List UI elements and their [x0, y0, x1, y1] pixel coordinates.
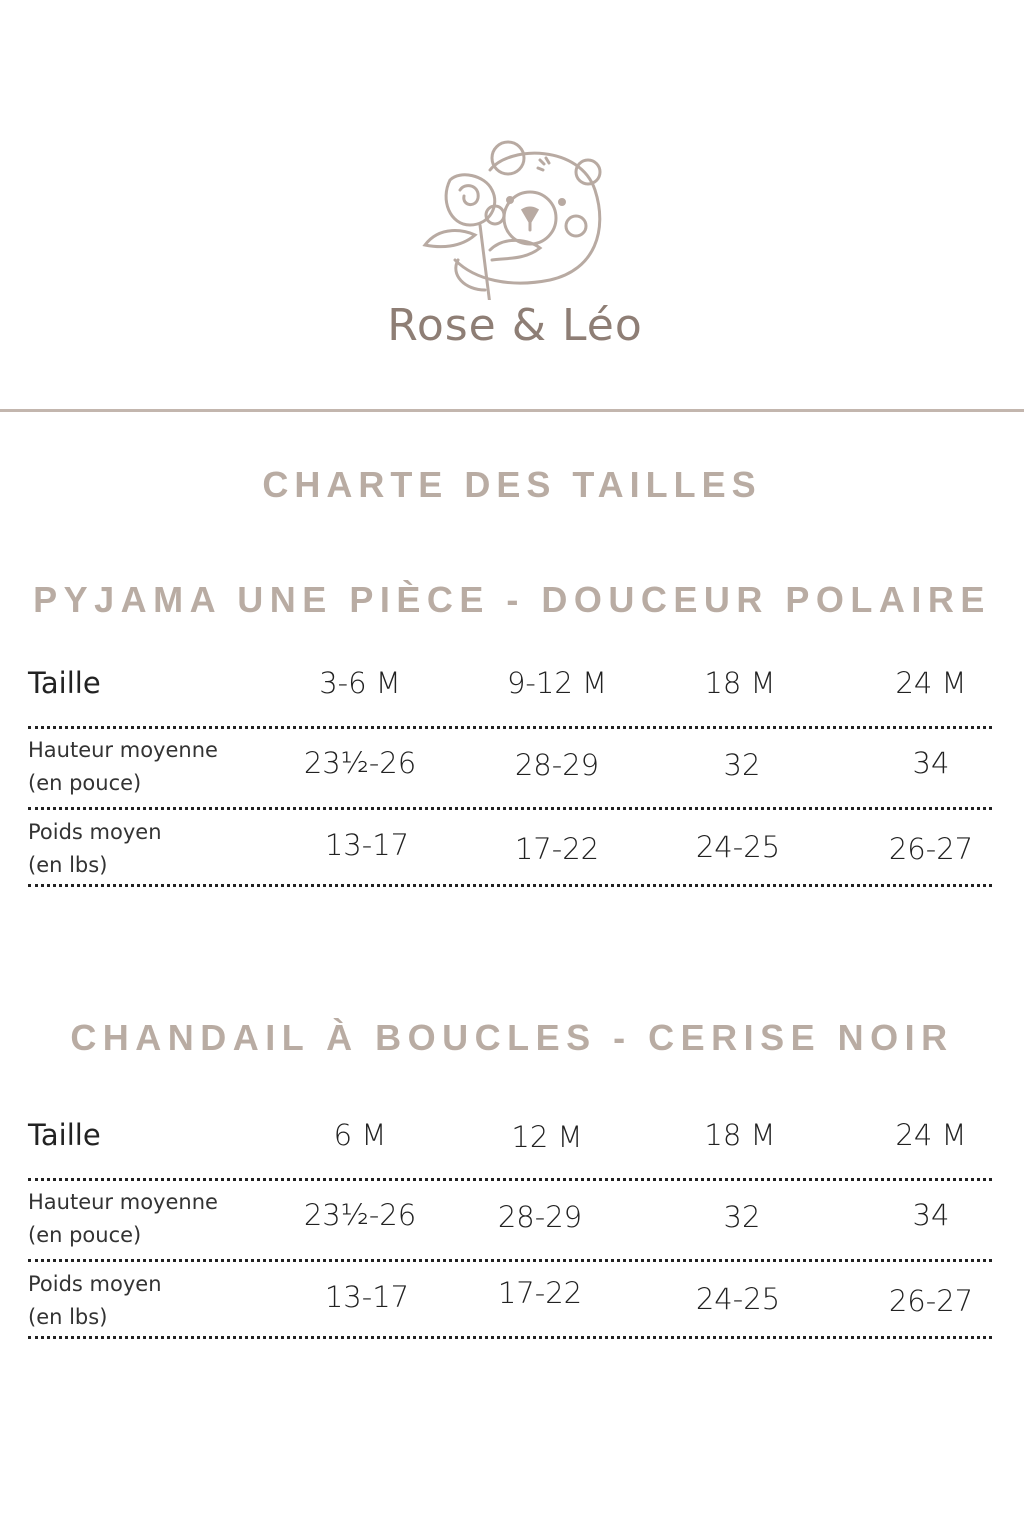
size-header: 3-6 M: [319, 666, 401, 700]
cell: 34: [912, 746, 950, 780]
cell: 17-22: [514, 832, 600, 866]
section-title: PYJAMA UNE PIÈCE - DOUCEUR POLAIRE: [33, 579, 991, 620]
row-divider: [28, 726, 992, 729]
page-title: CHARTE DES TAILLES: [262, 464, 762, 505]
cell: 23½-26: [303, 1198, 417, 1232]
row-label: Hauteur moyenne (en pouce): [28, 1190, 218, 1247]
row-label: Hauteur moyenne (en pouce): [28, 738, 218, 795]
size-header: 24 M: [895, 666, 967, 700]
row-divider: [28, 807, 992, 810]
cell: 28-29: [514, 748, 600, 782]
brand-name: Rose & Léo: [387, 300, 643, 351]
row-divider: [28, 1259, 992, 1262]
size-table: Taille 6 M 12 M 18 M 24 M Hauteur moyenn…: [0, 1112, 1024, 1352]
divider: [0, 409, 1024, 412]
section-title: CHANDAIL À BOUCLES - CERISE NOIR: [70, 1017, 954, 1058]
size-header: 18 M: [704, 1118, 776, 1152]
row-divider: [28, 1178, 992, 1181]
cell: 26-27: [888, 832, 974, 866]
cell: 26-27: [888, 1284, 974, 1318]
header-label: Taille: [28, 666, 101, 700]
size-header: 24 M: [895, 1118, 967, 1152]
row-label: Poids moyen (en lbs): [28, 1272, 162, 1329]
size-table: Taille 3-6 M 9-12 M 18 M 24 M Hauteur mo…: [0, 660, 1024, 900]
brand-logo: Rose & Léo: [380, 130, 650, 370]
cell: 32: [723, 1200, 761, 1234]
cell: 23½-26: [303, 746, 417, 780]
cell: 13-17: [324, 1280, 410, 1314]
cell: 24-25: [695, 830, 781, 864]
cell: 24-25: [695, 1282, 781, 1316]
header-label: Taille: [28, 1118, 101, 1152]
size-header: 6 M: [333, 1118, 387, 1152]
row-divider: [28, 1336, 992, 1339]
cell: 34: [912, 1198, 950, 1232]
cell: 13-17: [324, 828, 410, 862]
size-header: 9-12 M: [506, 666, 608, 700]
row-label: Poids moyen (en lbs): [28, 820, 162, 877]
cell: 17-22: [497, 1276, 583, 1310]
cell: 28-29: [497, 1200, 583, 1234]
cell: 32: [723, 748, 761, 782]
bear-rose-icon: [422, 140, 602, 307]
row-divider: [28, 884, 992, 887]
size-header: 12 M: [511, 1120, 583, 1154]
size-header: 18 M: [704, 666, 776, 700]
